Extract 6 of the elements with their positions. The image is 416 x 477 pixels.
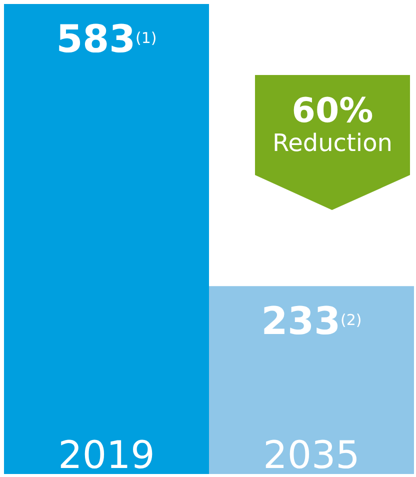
x-tick-label: 2035 xyxy=(263,433,360,477)
data-label: 583$^{(1)}$ xyxy=(56,17,157,61)
x-tick-label: 2019 xyxy=(58,433,155,477)
annotation: 60% xyxy=(290,91,374,131)
data-label: 233$^{(2)}$ xyxy=(261,299,362,344)
annotation: Reduction xyxy=(272,129,394,158)
